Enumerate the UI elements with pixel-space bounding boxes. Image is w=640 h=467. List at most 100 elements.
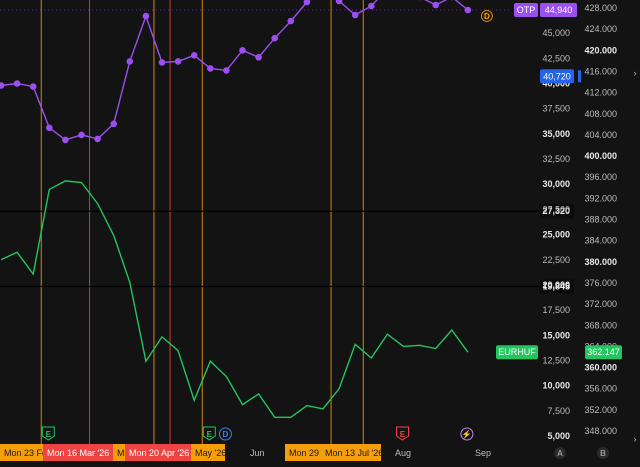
series-value-tag	[540, 3, 577, 18]
series-point-otp[interactable]	[223, 67, 230, 74]
level-tag-bg	[540, 204, 574, 219]
series-point-otp[interactable]	[174, 58, 182, 65]
earnings-event-icon[interactable]	[41, 426, 55, 441]
axis-mode-button-label: B	[600, 449, 606, 458]
right-axis-tick-label: 388.000	[584, 215, 617, 225]
series-point-otp[interactable]	[158, 59, 166, 66]
series-value-tag-label: 362.147	[587, 347, 620, 357]
right-axis-tick-label: 424.000	[584, 24, 617, 34]
series-point-otp[interactable]	[190, 52, 198, 59]
series-point-otp[interactable]	[335, 0, 343, 5]
series-point-otp[interactable]	[207, 65, 214, 72]
series-name-tag	[514, 3, 538, 18]
right-axis-tick-label: 352.000	[584, 405, 617, 415]
x-axis-tick-label: Mon 20 Apr '26	[129, 448, 189, 458]
level-tag-label: 27,320	[542, 206, 570, 216]
right-axis-tick-label: 400.000	[584, 151, 617, 161]
series-point-otp[interactable]	[126, 58, 134, 65]
x-axis-highlight-bg	[191, 444, 225, 461]
right-axis-tick-label: 348.000	[584, 426, 617, 436]
series-layer: D	[0, 0, 512, 418]
left-axis-tick-label: 40,000	[542, 79, 570, 89]
right-axis-tick-label: 428.000	[584, 3, 617, 13]
series-point-otp[interactable]	[142, 12, 150, 20]
split-event-icon[interactable]	[460, 427, 474, 441]
series-name-tag-label: OTP	[517, 5, 536, 15]
extra-value-tick	[578, 70, 581, 83]
series-name-tag	[496, 345, 538, 360]
right-axis-tick-label: 416.000	[584, 66, 617, 76]
dividend-event-icon[interactable]	[218, 427, 232, 441]
axis-mode-button-label: A	[557, 449, 563, 458]
axis-mode-button[interactable]	[554, 447, 566, 459]
left-axis-tick-label: 12,500	[542, 355, 570, 365]
series-point-otp[interactable]	[368, 2, 375, 10]
x-axis-highlight-bg	[0, 444, 43, 461]
series-point-otp[interactable]	[303, 0, 311, 6]
right-axis-tick-label: 376.000	[584, 278, 617, 288]
series-point-otp[interactable]	[13, 80, 21, 87]
left-axis-tick-label: 37,500	[542, 104, 570, 114]
earnings-event-icon[interactable]	[202, 426, 216, 441]
axis-mode-button[interactable]	[597, 447, 609, 459]
right-axis-tick-label: 404.000	[584, 130, 617, 140]
right-axis-tick-label: 356.000	[584, 384, 617, 394]
side-controls: › › A B	[554, 68, 637, 459]
series-point-otp[interactable]	[239, 47, 246, 54]
x-axis-highlight-bg	[43, 444, 113, 461]
series-point-otp[interactable]	[29, 83, 37, 90]
right-axis-tick-label: 384.000	[584, 236, 617, 246]
left-axis-tick-label: 35,000	[542, 129, 570, 139]
earnings-event-icon[interactable]	[396, 426, 409, 441]
x-axis-highlight-bg	[125, 444, 191, 461]
extra-value-tag	[540, 69, 574, 84]
extra-value-tag-label: 40,720	[543, 71, 571, 81]
right-axis: 428.000 424.000 420.000 416.000 412.000 408.0…	[584, 3, 617, 436]
right-axis-tick-label: 420.000	[584, 45, 617, 55]
series-point-otp[interactable]	[78, 131, 85, 139]
left-axis-tick-label: 22,500	[542, 255, 570, 265]
price-tags: OTP 44,940 EURHUF 362.147 40,720	[496, 3, 622, 360]
series-value-tag-label: 44,940	[545, 5, 573, 15]
left-axis: 47,50045,00042,50040,00037,50035,00032,5…	[542, 3, 570, 441]
left-axis-tick-label: 15,000	[542, 330, 570, 340]
series-point-otp[interactable]	[432, 1, 440, 9]
right-axis-tick-label: 372.000	[584, 299, 617, 309]
chevron-right-icon[interactable]: ›	[634, 434, 637, 444]
dividend-badge-icon[interactable]	[480, 10, 493, 22]
series-point-otp[interactable]	[464, 6, 472, 14]
right-axis-tick-label: 368.000	[584, 320, 617, 330]
series-line-eurhuf	[0, 180, 469, 418]
event-badges: E E D E ⚡	[41, 426, 474, 441]
left-axis-tick-label: 45,000	[542, 28, 570, 38]
x-axis-tick-label: Mon 13 Jul '26	[325, 448, 383, 458]
event-badge-symbol: E	[400, 430, 406, 439]
right-axis-tick-label: 396.000	[584, 172, 617, 182]
event-badge-symbol: E	[46, 430, 52, 439]
x-axis-tick-label: May '26	[195, 448, 226, 458]
left-axis-tick-label: 30,000	[542, 179, 570, 189]
x-axis-tick-label: Mon 23 Feb	[4, 448, 52, 458]
series-point-otp[interactable]	[62, 136, 69, 144]
level-tag-bg	[540, 279, 574, 294]
x-axis-tick-label: Jun	[250, 448, 265, 458]
x-axis-tick-label: Mon 29	[289, 448, 319, 458]
series-point-otp[interactable]	[0, 82, 5, 89]
right-axis-tick-label: 380.000	[584, 257, 617, 267]
left-axis-tick-label: 20,000	[542, 280, 570, 290]
x-axis-highlight-bg	[113, 444, 125, 461]
chevron-right-icon[interactable]: ›	[634, 68, 637, 78]
series-point-otp[interactable]	[351, 11, 359, 19]
right-axis-tick-label: 392.000	[584, 193, 617, 203]
series-point-otp[interactable]	[94, 135, 101, 143]
series-point-otp[interactable]	[46, 124, 53, 132]
series-point-otp[interactable]	[287, 17, 295, 25]
series-point-otp[interactable]	[271, 34, 279, 42]
left-axis-tick-label: 27,500	[542, 204, 570, 214]
event-badge-symbol: E	[207, 430, 213, 439]
dividend-badge-symbol: D	[484, 12, 490, 21]
series-point-otp[interactable]	[110, 120, 117, 128]
series-point-otp[interactable]	[255, 54, 262, 61]
